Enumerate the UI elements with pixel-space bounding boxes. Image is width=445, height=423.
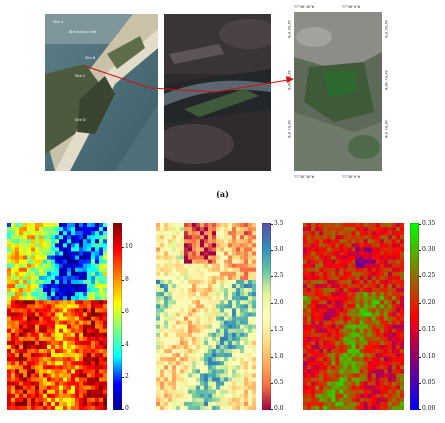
aerial-label-5: Site D <box>75 118 86 122</box>
map-2-tick-3: 1.5 <box>271 325 284 333</box>
map-2-tick-6: 3.0 <box>271 245 284 253</box>
map-3-tick-1: 0.05 <box>418 379 436 387</box>
map-3-tick-4: 0.20 <box>418 299 436 307</box>
map-3-tick-5: 0.25 <box>418 272 436 280</box>
red-arrow <box>84 65 294 93</box>
drone-photo-marsh <box>164 14 271 171</box>
map-2-tick-5: 2.5 <box>271 272 284 280</box>
map-1 <box>7 223 107 410</box>
aerial-label-3: Site B <box>85 56 96 60</box>
map-1-tick-4: 8 <box>122 275 129 283</box>
map-1-tick-1: 2 <box>122 373 129 381</box>
map-1-tick-2: 4 <box>122 340 129 348</box>
aerial-label-1: Site A <box>53 20 64 24</box>
map-3-tick-6: 0.30 <box>418 245 436 253</box>
geo-bottom-left: 77°58'30"W <box>294 175 314 179</box>
map-2-tick-1: 0.5 <box>271 379 284 387</box>
colorbar-3 <box>410 223 419 410</box>
aerial-label-4: Site C <box>75 74 86 78</box>
map-2-tick-7: 3.5 <box>271 220 284 227</box>
map-3-colorbar-gradient <box>410 223 419 410</box>
map-1-tick-3: 6 <box>122 308 129 316</box>
map-2-tick-0: 0.0 <box>271 405 284 412</box>
map-1-colorbar-gradient <box>113 223 122 410</box>
map-1-tick-0: 0 <box>122 405 129 412</box>
geo-bottom-right: 77°58'0"W <box>342 175 360 179</box>
aerial-photo-barrier-island: Site A Bird Island Inlet Site B Site C S… <box>45 14 158 171</box>
geo-top-right: 77°58'0"W <box>342 5 360 9</box>
caption-a: (a) <box>216 189 229 199</box>
map-3-tick-0: 0.00 <box>418 405 436 412</box>
map-2-tick-4: 2.0 <box>271 299 284 307</box>
map-2-colorbar-gradient <box>262 223 271 410</box>
map-1-tick-5: 10 <box>122 243 133 251</box>
colorbar-2 <box>262 223 271 410</box>
aerial-label-2: Bird Island Inlet <box>69 30 97 34</box>
orthomosaic-photo <box>294 12 382 171</box>
map-3-tick-7: 0.35 <box>418 220 436 227</box>
map-3-tick-2: 0.10 <box>418 352 436 360</box>
map-3-tick-3: 0.15 <box>418 325 436 333</box>
colorbar-1 <box>113 223 122 410</box>
map-3 <box>303 223 404 410</box>
map-2-tick-2: 1.0 <box>271 352 284 360</box>
geo-top-left: 77°58'30"W <box>294 5 314 9</box>
map-2 <box>156 223 256 410</box>
